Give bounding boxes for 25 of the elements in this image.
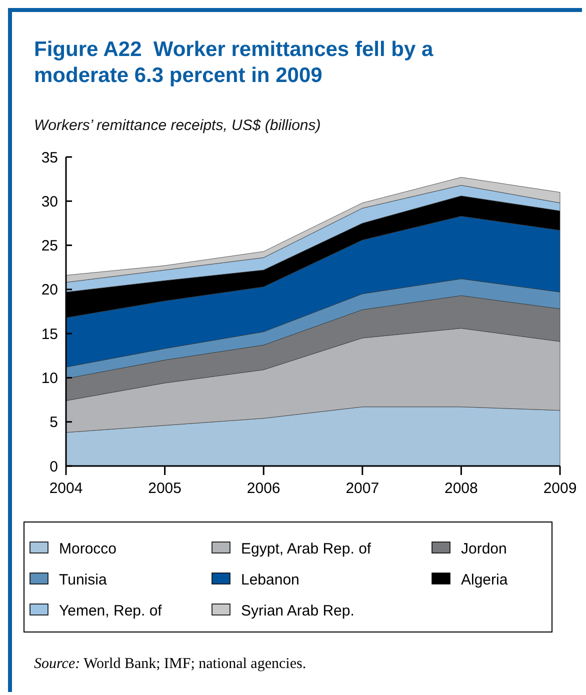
- legend-label: Yemen, Rep. of: [59, 602, 163, 620]
- y-tick-label: 20: [41, 282, 58, 299]
- x-tick-label: 2004: [49, 480, 83, 497]
- legend-label: Algeria: [461, 571, 508, 588]
- x-tick-label: 2006: [246, 480, 280, 497]
- legend-label: Morocco: [59, 540, 117, 558]
- x-tick-label: 2005: [148, 480, 182, 497]
- y-tick-label: 5: [50, 414, 58, 432]
- x-tick-label: 2009: [543, 480, 577, 497]
- y-tick-label: 35: [41, 149, 58, 166]
- legend-label: Jordon: [461, 540, 507, 558]
- y-tick-label: 10: [41, 370, 58, 387]
- x-tick-label: 2007: [346, 480, 380, 497]
- chart-title: Figure A22 Worker remittances fell by a moderate 6.3 percent in 2009: [34, 38, 434, 87]
- y-tick-label: 25: [41, 238, 58, 255]
- legend-label: Tunisia: [59, 571, 108, 588]
- legend-label: Syrian Arab Rep.: [241, 602, 354, 620]
- legend-label: Lebanon: [241, 571, 300, 588]
- y-axis-title: Workers’ remittance receipts, US$ (billions): [34, 117, 321, 134]
- y-tick-label: 0: [50, 458, 58, 476]
- x-tick-label: 2008: [444, 480, 478, 497]
- legend-label: Egypt, Arab Rep. of: [241, 540, 372, 558]
- y-tick-label: 30: [41, 193, 58, 210]
- y-tick-label: 15: [41, 326, 58, 343]
- source-note: Source: World Bank; IMF; national agencies.: [34, 656, 306, 672]
